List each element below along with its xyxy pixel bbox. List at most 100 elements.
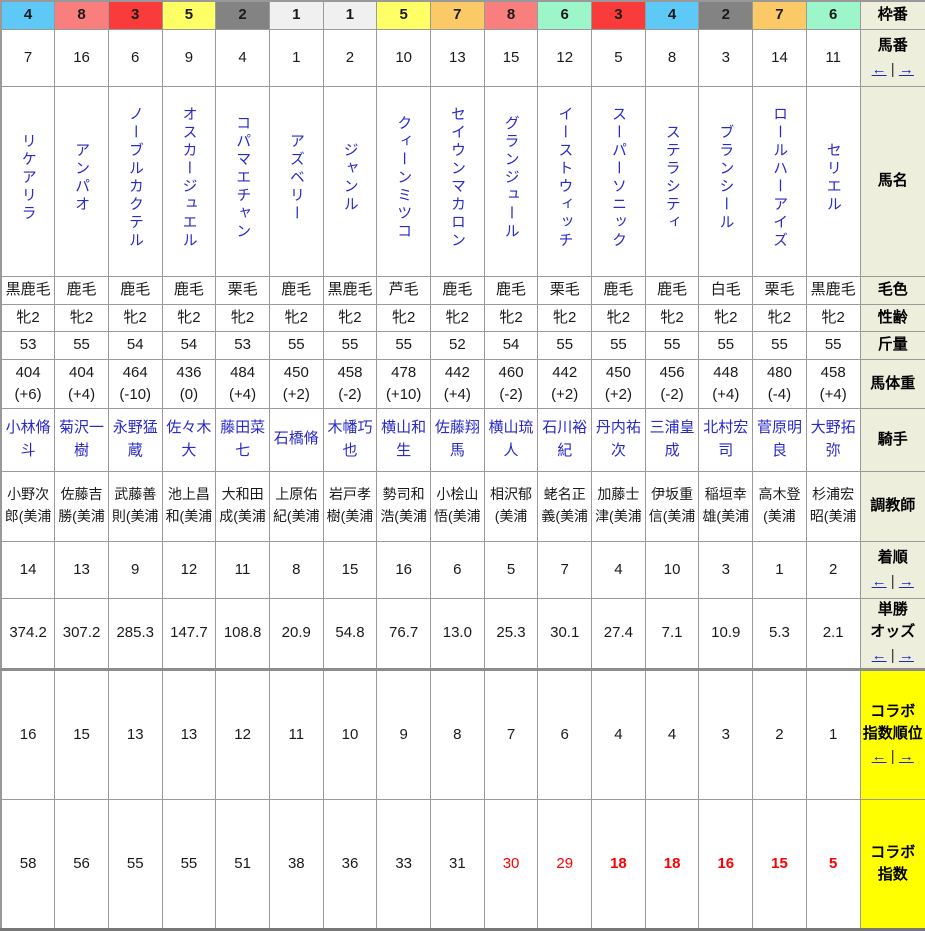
finish-position-cell: 11 [216,541,270,598]
jockey-name-link[interactable]: 藤田菜七 [220,419,265,459]
horse-name-link[interactable]: オスカージュエル [180,106,197,250]
jockey-name-link[interactable]: 丹内祐次 [596,419,641,459]
collab-rank-cell: 12 [216,669,270,799]
win-odds-cell: 108.8 [216,598,270,669]
horse-number-cell: 4 [216,29,270,86]
finish-position-cell: 6 [431,541,485,598]
jockey-name-link[interactable]: 永野猛蔵 [113,419,158,459]
sort-left-link-odds[interactable]: ← [872,647,887,664]
horse-name-link[interactable]: リケアリラ [19,133,36,223]
collab-index-cell: 15 [753,799,807,929]
carried-weight-cell: 53 [1,331,55,359]
body-weight-value: 458 [324,362,377,384]
body-weight-cell: 484(+4) [216,359,270,408]
jockey-name-link[interactable]: 石川裕紀 [542,419,587,459]
horse-name-link[interactable]: セリエル [825,142,842,214]
horse-name-link[interactable]: アンパオ [73,142,90,214]
waku-cell: 4 [645,1,699,29]
jockey-name-link[interactable]: 菅原明良 [757,419,802,459]
trainer-name: 池上昌和(美浦 [166,486,213,524]
finish-position-cell: 1 [753,541,807,598]
horse-name-link[interactable]: グランジュール [502,115,519,241]
jockey-name-link[interactable]: 菊沢一樹 [59,419,104,459]
finish-position-cell: 4 [592,541,646,598]
body-weight-diff: (-4) [753,384,806,406]
sort-nav: ← | → [861,645,925,667]
jockey-name-link[interactable]: 大野拓弥 [811,419,856,459]
sort-left-link-num[interactable]: ← [872,61,887,78]
horse-name-link[interactable]: セイウンマカロン [449,106,466,250]
horse-name-link[interactable]: ブランシール [717,124,734,232]
coat-color-cell: 栗毛 [538,276,592,304]
waku-cell: 4 [1,1,55,29]
horse-name-link[interactable]: イーストウィッチ [556,106,573,250]
horse-name-link[interactable]: ロールハーアイズ [771,106,788,250]
body-weight-value: 460 [485,362,538,384]
horse-name-cell: ノーブルカクテル [108,86,162,276]
win-odds-cell: 374.2 [1,598,55,669]
row-header-index: コラボ指数 [860,799,925,929]
jockey-name-link[interactable]: 佐々木大 [166,419,211,459]
sort-right-link-finish[interactable]: → [899,573,914,590]
trainer-name: 高木登(美浦 [758,486,800,524]
row-header-odds: 単勝オッズ← | → [860,598,925,669]
sex-age-cell: 牝2 [806,304,860,331]
trainer-cell: 杉浦宏昭(美浦 [806,471,860,541]
trainer-cell: 蛯名正義(美浦 [538,471,592,541]
trainer-name: 稲垣幸雄(美浦 [702,486,749,524]
row-header-label: 単勝 [861,599,925,621]
collab-rank-cell: 6 [538,669,592,799]
sex-age-cell: 牝2 [323,304,377,331]
body-weight-diff: (+4) [216,384,269,406]
sort-right-link-rank[interactable]: → [899,748,914,765]
finish-position-cell: 9 [108,541,162,598]
carried-weight-cell: 55 [753,331,807,359]
sort-separator: | [887,748,899,765]
body-weight-cell: 458(-2) [323,359,377,408]
finish-position-cell: 10 [645,541,699,598]
horse-number-cell: 12 [538,29,592,86]
body-weight-diff: (+2) [538,384,591,406]
trainer-cell: 小桧山悟(美浦 [431,471,485,541]
row-header-coat: 毛色 [860,276,925,304]
jockey-cell: 永野猛蔵 [108,408,162,471]
horse-name-link[interactable]: コパマエチャン [234,115,251,241]
jockey-name-link[interactable]: 佐藤翔馬 [435,419,480,459]
trainer-name: 勢司和浩(美浦 [380,486,427,524]
sex-age-cell: 牝2 [592,304,646,331]
jockey-name-link[interactable]: 石橋脩 [274,430,319,447]
horse-name-link[interactable]: ノーブルカクテル [127,106,144,250]
horse-number-cell: 16 [55,29,109,86]
sex-age-cell: 牝2 [538,304,592,331]
jockey-name-link[interactable]: 北村宏司 [703,419,748,459]
horse-name-link[interactable]: クィーンミツコ [395,115,412,241]
horse-name-link[interactable]: ステラシティ [663,124,680,232]
jockey-name-link[interactable]: 小林脩斗 [6,419,51,459]
jockey-name-link[interactable]: 横山和生 [381,419,426,459]
waku-cell: 1 [323,1,377,29]
horse-name-link[interactable]: スーパーソニック [610,106,627,250]
collab-rank-cell: 4 [645,669,699,799]
sex-age-cell: 牝2 [699,304,753,331]
coat-color-cell: 白毛 [699,276,753,304]
jockey-cell: 佐藤翔馬 [431,408,485,471]
jockey-name-link[interactable]: 横山琉人 [489,419,534,459]
trainer-cell: 武藤善則(美浦 [108,471,162,541]
win-odds-cell: 76.7 [377,598,431,669]
horse-number-cell: 14 [753,29,807,86]
horse-name-link[interactable]: ジャンル [341,142,358,214]
sort-right-link-odds[interactable]: → [899,647,914,664]
trainer-name: 伊坂重信(美浦 [649,486,696,524]
sort-left-link-rank[interactable]: ← [872,748,887,765]
sort-right-link-num[interactable]: → [899,61,914,78]
row-header-label: 馬名 [861,170,925,192]
body-weight-cell: 442(+4) [431,359,485,408]
jockey-name-link[interactable]: 三浦皇成 [650,419,695,459]
collab-rank-cell: 13 [162,669,216,799]
horse-name-link[interactable]: アズベリー [288,133,305,223]
body-weight-cell: 404(+4) [55,359,109,408]
collab-index-cell: 31 [431,799,485,929]
jockey-name-link[interactable]: 木幡巧也 [327,419,372,459]
sort-left-link-finish[interactable]: ← [872,573,887,590]
jockey-cell: 小林脩斗 [1,408,55,471]
